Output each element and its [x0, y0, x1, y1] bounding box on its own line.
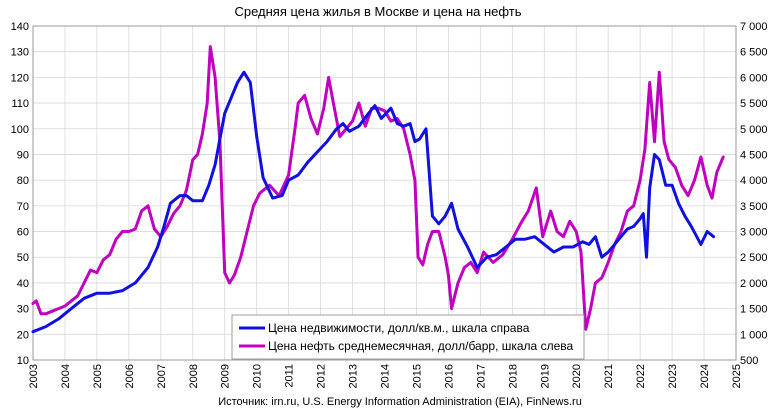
x-tick-label: 2012	[316, 364, 328, 388]
left-tick-label: 120	[11, 72, 29, 84]
x-tick-label: 2018	[507, 364, 519, 388]
x-tick-label: 2021	[603, 364, 615, 388]
left-tick-label: 50	[17, 252, 29, 264]
right-tick-label: 5 500	[740, 98, 768, 110]
left-tick-label: 30	[17, 304, 29, 316]
x-tick-label: 2020	[571, 364, 583, 388]
x-tick-label: 2005	[92, 364, 104, 388]
x-tick-label: 2013	[348, 364, 360, 388]
right-tick-label: 3 000	[740, 227, 768, 239]
grid	[32, 25, 737, 361]
right-tick-label: 6 000	[740, 72, 768, 84]
x-tick-label: 2004	[60, 364, 72, 388]
left-tick-label: 20	[17, 329, 29, 341]
right-axis: 500 1 000 1 500 2 000 2 500 3 000 3 500 4 000 4 …	[740, 21, 768, 367]
right-tick-label: 4 000	[740, 175, 768, 187]
left-tick-label: 140	[11, 21, 29, 33]
series-group	[31, 45, 725, 334]
right-tick-label: 1 000	[740, 329, 768, 341]
right-tick-label: 1 500	[740, 304, 768, 316]
right-tick-label: 3 500	[740, 201, 768, 213]
legend-box	[231, 314, 585, 360]
left-tick-label: 110	[11, 98, 29, 110]
x-tick-label: 2024	[699, 364, 711, 388]
x-tick-label: 2003	[28, 364, 40, 388]
legend: Цена недвижимости, долл/кв.м., шкала спр…	[231, 314, 585, 360]
right-tick-label: 500	[740, 355, 758, 367]
x-tick-label: 2014	[380, 364, 392, 388]
chart-title: Средняя цена жилья в Москве и цена на не…	[234, 4, 521, 19]
x-tick-label: 2025	[731, 364, 743, 388]
x-tick-label: 2008	[188, 364, 200, 388]
x-tick-label: 2019	[539, 364, 551, 388]
x-tick-label: 2022	[635, 364, 647, 388]
x-tick-label: 2015	[411, 364, 423, 388]
x-tick-label: 2007	[156, 364, 168, 388]
plot-frame	[32, 25, 737, 361]
x-tick-label: 2011	[284, 364, 296, 388]
x-tick-label: 2023	[667, 364, 679, 388]
x-tick-label: 2009	[220, 364, 232, 388]
right-tick-label: 6 500	[740, 47, 768, 59]
left-tick-label: 60	[17, 227, 29, 239]
left-tick-label: 40	[17, 278, 29, 290]
right-tick-label: 5 000	[740, 124, 768, 136]
left-tick-label: 100	[11, 124, 29, 136]
right-tick-label: 2 500	[740, 252, 768, 264]
right-tick-label: 2 000	[740, 278, 768, 290]
x-tick-label: 2017	[475, 364, 487, 388]
legend-label-oil: Цена нефть среднемесячная, долл/барр, шк…	[268, 339, 573, 353]
left-tick-label: 130	[11, 47, 29, 59]
x-tick-label: 2006	[124, 364, 136, 388]
left-tick-label: 90	[17, 149, 29, 161]
source-note: Источник: irn.ru, U.S. Energy Informatio…	[218, 396, 582, 408]
left-tick-label: 70	[17, 201, 29, 213]
series-line-oil	[31, 45, 725, 331]
series-line-realty	[31, 70, 716, 334]
right-tick-label: 4 500	[740, 149, 768, 161]
right-tick-label: 7 000	[740, 21, 768, 33]
left-axis: 10 20 30 40 50 60 70 80 90 100 110 120 130 140	[11, 21, 29, 367]
left-tick-label: 80	[17, 175, 29, 187]
x-axis: 2003 2004 2005 2006 2007 2008 2009 2010 2011 2012…	[28, 364, 743, 388]
legend-label-realty: Цена недвижимости, долл/кв.м., шкала спр…	[268, 321, 530, 335]
x-tick-label: 2010	[252, 364, 264, 388]
x-tick-label: 2016	[443, 364, 455, 388]
left-tick-label: 10	[17, 355, 29, 367]
